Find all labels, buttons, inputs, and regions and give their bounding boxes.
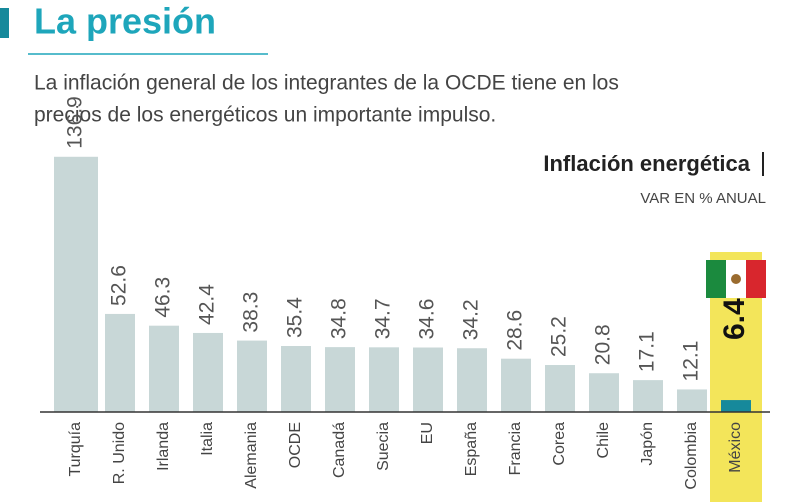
x-tick-label: Corea	[551, 422, 568, 466]
value-label: 52.6	[108, 265, 131, 306]
chart-subtitle: VAR EN % ANUAL	[640, 190, 766, 207]
bar	[413, 347, 443, 412]
x-tick-label: España	[463, 422, 480, 476]
value-label: 34.2	[460, 299, 483, 340]
x-tick-label: Francia	[507, 422, 524, 475]
x-tick-label: México	[727, 422, 744, 473]
value-label: 17.1	[636, 331, 659, 372]
bar	[545, 365, 575, 412]
x-tick-label: Suecia	[375, 422, 392, 471]
bar	[677, 389, 707, 412]
title-divider	[762, 152, 764, 176]
title: La presión	[34, 1, 216, 42]
body-text: precios de los energéticos un importante…	[34, 104, 496, 127]
bar	[325, 347, 355, 412]
value-label: 20.8	[592, 324, 615, 365]
value-label: 34.7	[372, 298, 395, 339]
bar	[105, 313, 135, 412]
bar	[589, 373, 619, 412]
x-tick-label: OCDE	[287, 422, 304, 468]
x-tick-label: Japón	[639, 422, 656, 466]
bar	[721, 400, 751, 412]
x-tick-label: Colombia	[683, 422, 700, 490]
x-tick-label: EU	[419, 422, 436, 444]
bar	[149, 325, 179, 412]
bar	[54, 156, 98, 412]
flag-emblem	[731, 274, 741, 284]
x-tick-label: Turquía	[67, 422, 84, 477]
value-label: 34.6	[416, 299, 439, 340]
bar	[369, 347, 399, 412]
value-label: 136.9	[64, 96, 87, 149]
body-text: La inflación general de los integrantes …	[34, 72, 619, 95]
bar	[457, 348, 487, 412]
value-label: 25.2	[548, 316, 571, 357]
value-label: 42.4	[196, 284, 219, 325]
bar	[633, 380, 663, 412]
value-label: 34.8	[328, 298, 351, 339]
value-label: 35.4	[284, 297, 307, 338]
bar	[193, 332, 223, 412]
x-tick-label: Canadá	[331, 422, 348, 478]
plot: 136.9 Turquía 52.6 R. Unido 46.3 Irlanda 42.4 I…	[40, 96, 770, 502]
x-tick-label: Irlanda	[155, 422, 172, 471]
title-accent	[0, 8, 9, 38]
value-label: 12.1	[680, 341, 703, 382]
flag-red	[746, 260, 766, 298]
x-tick-label: Alemania	[243, 422, 260, 489]
bar	[237, 340, 267, 412]
value-label: 6.4	[718, 298, 751, 340]
x-tick-label: Chile	[595, 422, 612, 459]
flag-green	[706, 260, 726, 298]
value-label: 46.3	[152, 277, 175, 318]
chart-title: Inflación energética	[543, 151, 750, 176]
x-tick-label: R. Unido	[111, 422, 128, 484]
value-label: 38.3	[240, 292, 263, 333]
x-tick-label: Italia	[199, 422, 216, 456]
value-label: 28.6	[504, 310, 527, 351]
bar	[281, 346, 311, 412]
bar	[501, 358, 531, 412]
